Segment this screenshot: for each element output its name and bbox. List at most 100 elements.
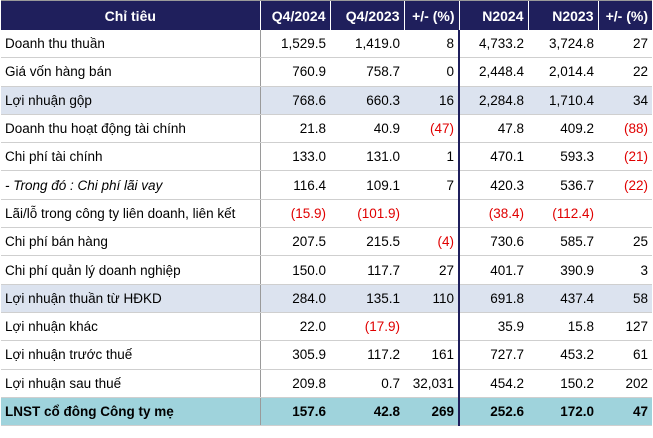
cell-n-change: 25 xyxy=(598,227,652,257)
cell-n2023: 15.8 xyxy=(528,312,598,342)
table-row: Lãi/lỗ trong công ty liên doanh, liên kế… xyxy=(1,199,652,229)
table-row: Lợi nhuận sau thuế 209.8 0.7 32,031 454.… xyxy=(1,369,652,398)
cell-q-change: 1 xyxy=(404,142,460,172)
row-label: Lợi nhuận trước thuế xyxy=(1,340,261,370)
cell-n2023: 409.2 xyxy=(528,114,598,144)
cell-q4-2024: 150.0 xyxy=(260,255,330,285)
cell-q4-2024: 157.6 xyxy=(260,397,330,427)
cell-n-change: 47 xyxy=(598,397,652,427)
header-item: Chỉ tiêu xyxy=(1,1,261,30)
cell-n-change: (88) xyxy=(598,114,652,144)
table-row: Lợi nhuận trước thuế 305.9 117.2 161 727… xyxy=(1,340,652,370)
cell-n-change: 34 xyxy=(598,86,652,115)
header-n2024: N2024 xyxy=(459,1,529,30)
cell-q4-2024: 768.6 xyxy=(260,86,330,115)
cell-n2023: 585.7 xyxy=(528,227,598,257)
row-label: Lợi nhuận gộp xyxy=(1,86,261,115)
cell-q4-2024: 21.8 xyxy=(260,114,330,144)
cell-n-change: 27 xyxy=(598,30,652,59)
cell-n2024: 420.3 xyxy=(459,170,528,200)
row-label: Chi phí tài chính xyxy=(1,142,261,172)
cell-q-change: (47) xyxy=(404,114,460,144)
cell-n2023: (112.4) xyxy=(528,199,598,229)
cell-q4-2023: 40.9 xyxy=(330,114,404,144)
cell-q-change: 16 xyxy=(404,86,460,115)
cell-n2024: 470.1 xyxy=(459,142,528,172)
table-row-highlight: Lợi nhuận gộp 768.6 660.3 16 2,284.8 1,7… xyxy=(1,86,652,115)
cell-q-change: 32,031 xyxy=(404,369,460,398)
row-label: Giá vốn hàng bán xyxy=(1,57,261,87)
cell-q4-2023: 135.1 xyxy=(330,284,404,313)
cell-n2023: 593.3 xyxy=(528,142,598,172)
cell-q4-2023: 0.7 xyxy=(330,369,404,398)
cell-q4-2023: (101.9) xyxy=(330,199,404,229)
table-row: Giá vốn hàng bán 760.9 758.7 0 2,448.4 2… xyxy=(1,57,652,87)
cell-n2023: 390.9 xyxy=(528,255,598,285)
cell-n2024: 691.8 xyxy=(459,284,528,313)
cell-q-change: 7 xyxy=(404,170,460,200)
table-row-total: LNST cổ đông Công ty mẹ 157.6 42.8 269 2… xyxy=(1,397,652,427)
cell-q4-2023: 131.0 xyxy=(330,142,404,172)
cell-q4-2023: 117.7 xyxy=(330,255,404,285)
cell-n2023: 536.7 xyxy=(528,170,598,200)
cell-n-change: 3 xyxy=(598,255,652,285)
cell-q4-2023: 117.2 xyxy=(330,340,404,370)
cell-q-change: 110 xyxy=(404,284,460,313)
header-q-change: +/- (%) xyxy=(404,1,460,30)
cell-n2024: 47.8 xyxy=(459,114,528,144)
cell-n2024: 2,284.8 xyxy=(459,86,528,115)
header-n-change: +/- (%) xyxy=(598,1,652,30)
cell-n2023: 453.2 xyxy=(528,340,598,370)
cell-n-change: 58 xyxy=(598,284,652,313)
cell-n2024: 35.9 xyxy=(459,312,528,342)
cell-n-change: 202 xyxy=(598,369,652,398)
cell-q4-2024: 207.5 xyxy=(260,227,330,257)
table-row: - Trong đó : Chi phí lãi vay 116.4 109.1… xyxy=(1,170,652,200)
cell-q4-2023: 758.7 xyxy=(330,57,404,87)
cell-n2024: (38.4) xyxy=(459,199,528,229)
row-label: Chi phí bán hàng xyxy=(1,227,261,257)
table-row-highlight: Lợi nhuận thuần từ HĐKD 284.0 135.1 110 … xyxy=(1,284,652,313)
row-label: - Trong đó : Chi phí lãi vay xyxy=(1,170,261,200)
cell-n-change: 61 xyxy=(598,340,652,370)
table-row: Chi phí bán hàng 207.5 215.5 (4) 730.6 5… xyxy=(1,227,652,257)
cell-q4-2024: 133.0 xyxy=(260,142,330,172)
row-label: Lợi nhuận thuần từ HĐKD xyxy=(1,284,261,313)
row-label: Lợi nhuận khác xyxy=(1,312,261,342)
cell-n-change: 22 xyxy=(598,57,652,87)
row-label: Doanh thu thuần xyxy=(1,30,261,59)
cell-q4-2024: 284.0 xyxy=(260,284,330,313)
table-row: Doanh thu hoạt động tài chính 21.8 40.9 … xyxy=(1,114,652,144)
cell-n2023: 2,014.4 xyxy=(528,57,598,87)
cell-q4-2024: 1,529.5 xyxy=(260,30,330,59)
table-row: Doanh thu thuần 1,529.5 1,419.0 8 4,733.… xyxy=(1,30,652,59)
cell-q4-2024: 22.0 xyxy=(260,312,330,342)
row-label: Doanh thu hoạt động tài chính xyxy=(1,114,261,144)
row-label: Lãi/lỗ trong công ty liên doanh, liên kế… xyxy=(1,199,261,229)
cell-n-change: 127 xyxy=(598,312,652,342)
income-statement-table: Chỉ tiêu Q4/2024 Q4/2023 +/- (%) N2024 N… xyxy=(1,0,652,427)
cell-q-change: (4) xyxy=(404,227,460,257)
cell-q-change: 0 xyxy=(404,57,460,87)
header-q4-2023: Q4/2023 xyxy=(330,1,405,30)
cell-n2024: 4,733.2 xyxy=(459,30,528,59)
cell-q-change: 161 xyxy=(404,340,460,370)
header-q4-2024: Q4/2024 xyxy=(260,1,331,30)
cell-n2023: 172.0 xyxy=(528,397,598,427)
cell-n-change: (21) xyxy=(598,142,652,172)
cell-q4-2024: 116.4 xyxy=(260,170,330,200)
header-n2023: N2023 xyxy=(528,1,599,30)
cell-n2024: 401.7 xyxy=(459,255,528,285)
cell-q-change: 8 xyxy=(404,30,460,59)
cell-q4-2024: 760.9 xyxy=(260,57,330,87)
cell-q4-2023: 660.3 xyxy=(330,86,404,115)
cell-q4-2023: 42.8 xyxy=(330,397,404,427)
cell-q4-2024: 305.9 xyxy=(260,340,330,370)
cell-n2024: 2,448.4 xyxy=(459,57,528,87)
table-row: Lợi nhuận khác 22.0 (17.9) 35.9 15.8 127 xyxy=(1,312,652,342)
cell-q4-2023: (17.9) xyxy=(330,312,404,342)
cell-q-change: 27 xyxy=(404,255,460,285)
table-row: Chi phí quản lý doanh nghiệp 150.0 117.7… xyxy=(1,255,652,285)
cell-q4-2023: 109.1 xyxy=(330,170,404,200)
cell-q4-2023: 215.5 xyxy=(330,227,404,257)
